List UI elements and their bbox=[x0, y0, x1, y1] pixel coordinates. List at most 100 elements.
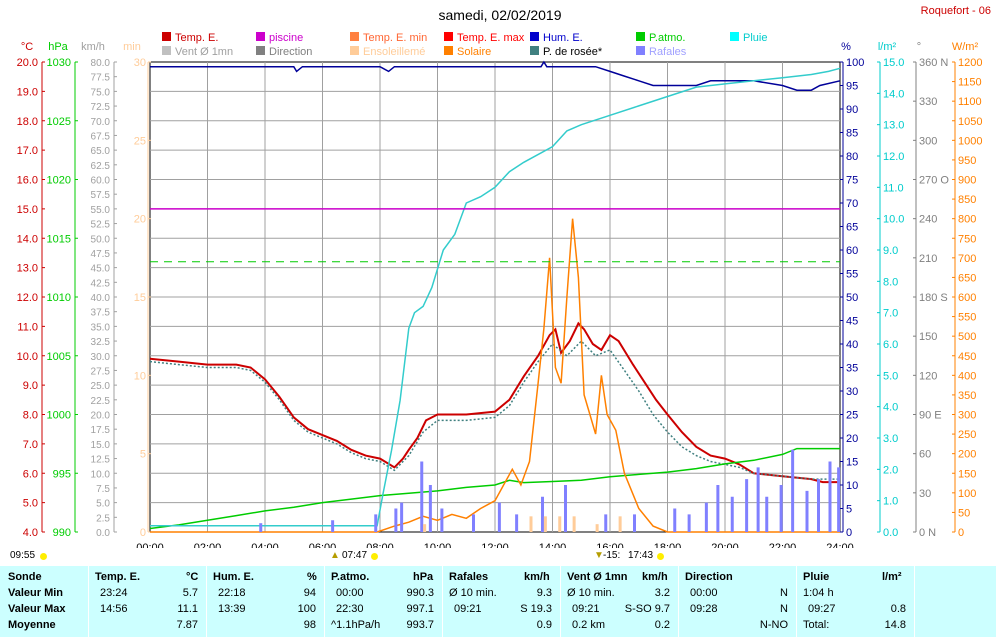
legend-swatch bbox=[444, 46, 453, 55]
series-rafales-bar bbox=[687, 514, 691, 532]
chart-title: samedi, 02/02/2019 bbox=[439, 7, 562, 23]
series-rafales-bar bbox=[497, 502, 501, 532]
series-rafales-bar bbox=[331, 520, 335, 532]
time-tick: 18:00 bbox=[654, 542, 682, 548]
series-p-de-ros-e-line bbox=[149, 340, 840, 480]
wind-axis-tick: 62.5 bbox=[91, 161, 111, 172]
wind-axis-tick: 80.0 bbox=[91, 58, 111, 69]
temp-min-time: 23:24 bbox=[100, 587, 128, 599]
temp-axis-tick: 4.0 bbox=[23, 527, 38, 539]
solar-axis-tick: 650 bbox=[958, 272, 976, 284]
wind-axis-tick: 32.5 bbox=[91, 337, 111, 348]
time-tick: 06:00 bbox=[309, 542, 337, 548]
hum-axis-tick: 20 bbox=[846, 433, 858, 445]
min-unit: min bbox=[123, 41, 141, 53]
legend-swatch bbox=[530, 46, 539, 55]
temp-axis-tick: 7.0 bbox=[23, 439, 38, 451]
gust-max-time: 09:21 bbox=[454, 603, 482, 615]
rain-total-label: Total: bbox=[803, 619, 830, 631]
time-tick: 16:00 bbox=[596, 542, 624, 548]
solar-axis-tick: 50 bbox=[958, 507, 970, 519]
legend-label: Ensoleillemé bbox=[363, 46, 425, 58]
series-rafales-bar bbox=[817, 479, 820, 532]
hum-axis-tick: 70 bbox=[846, 198, 858, 210]
legend-swatch bbox=[162, 32, 171, 41]
wind-axis-tick: 52.5 bbox=[91, 220, 111, 231]
press-axis-tick: 1010 bbox=[47, 292, 71, 304]
legend-label: Rafales bbox=[649, 46, 687, 58]
wind-min-value: 3.2 bbox=[654, 587, 670, 599]
hum-avg-value: 98 bbox=[303, 619, 316, 631]
solar-axis-tick: 500 bbox=[958, 331, 976, 343]
solar-unit: W/m² bbox=[952, 41, 979, 53]
rain-max-value: 0.8 bbox=[890, 603, 906, 615]
series-rafales-bar bbox=[673, 508, 677, 532]
temp-axis-tick: 12.0 bbox=[17, 292, 38, 304]
wind-axis-tick: 10.0 bbox=[91, 469, 111, 480]
time-tick: 02:00 bbox=[194, 542, 222, 548]
dir-axis-tick: 120 bbox=[919, 370, 937, 382]
hum-unit: % bbox=[841, 41, 851, 53]
wind-axis-tick: 20.0 bbox=[91, 411, 111, 422]
series-rafales-bar bbox=[420, 461, 424, 532]
series-temp-e-line bbox=[149, 321, 840, 484]
dir-axis-tick: 330 bbox=[919, 96, 937, 108]
solar-axis-tick: 100 bbox=[958, 488, 976, 500]
press-avg-value: 993.7 bbox=[406, 619, 434, 631]
hdr-press: P.atmo. bbox=[331, 571, 370, 583]
sunrise-time: 07:47 bbox=[342, 550, 368, 561]
press-axis-tick: 1020 bbox=[47, 175, 71, 187]
solar-axis-tick: 1000 bbox=[958, 135, 982, 147]
wind-axis-tick: 2.5 bbox=[96, 513, 110, 524]
time-tick: 04:00 bbox=[251, 542, 279, 548]
series-pluie-line bbox=[150, 67, 841, 527]
series-rafales-bar bbox=[756, 467, 760, 532]
dir-axis-tick: 180 S bbox=[919, 292, 948, 304]
press-min-time: 00:00 bbox=[336, 587, 364, 599]
wind-axis-tick: 12.5 bbox=[91, 455, 111, 466]
dir-avg-value: N-NO bbox=[759, 619, 788, 631]
hum-axis-tick: 50 bbox=[846, 292, 858, 304]
legend-swatch bbox=[350, 46, 359, 55]
time-tick: 12:00 bbox=[481, 542, 509, 548]
wind-axis-tick: 45.0 bbox=[91, 264, 111, 275]
hum-axis-tick: 60 bbox=[846, 245, 858, 257]
legend-swatch bbox=[162, 46, 171, 55]
legend-label: Vent Ø 1mn bbox=[175, 46, 233, 58]
wind-axis-tick: 65.0 bbox=[91, 146, 111, 157]
series-ensoleillem-bar bbox=[529, 516, 533, 532]
wind-max-time: 09:21 bbox=[572, 603, 600, 615]
hum-axis-tick: 100 bbox=[846, 57, 864, 69]
series-p-atmo-line bbox=[149, 447, 840, 530]
legend-label: Temp. E. bbox=[175, 32, 218, 44]
solar-axis-tick: 400 bbox=[958, 370, 976, 382]
sunrise-arrow-icon: ▲ bbox=[330, 550, 340, 561]
series-hum-e-line bbox=[150, 60, 841, 91]
legend-swatch bbox=[530, 32, 539, 41]
press-axis-tick: 995 bbox=[53, 468, 71, 480]
rain-axis-tick: 4.0 bbox=[883, 402, 898, 414]
wind-axis-tick: 7.5 bbox=[96, 484, 110, 495]
min-axis-tick: 5 bbox=[140, 449, 146, 461]
wind-axis-tick: 57.5 bbox=[91, 190, 111, 201]
series-rafales-bar bbox=[472, 514, 475, 532]
rain-axis-tick: 11.0 bbox=[883, 182, 904, 194]
press-max-time: 22:30 bbox=[336, 603, 364, 615]
rain-max-time: 09:27 bbox=[808, 603, 836, 615]
legend-swatch bbox=[636, 32, 645, 41]
temp-axis-tick: 14.0 bbox=[17, 233, 38, 245]
stats-row-max: Valeur Max 14:56 11.1 13:39 100 22:30 99… bbox=[0, 603, 996, 619]
hum-axis-tick: 55 bbox=[846, 269, 858, 281]
wind-axis-tick: 30.0 bbox=[91, 352, 111, 363]
stats-row-min: Valeur Min 23:24 5.7 22:18 94 00:00 990.… bbox=[0, 587, 996, 603]
wind-axis-tick: 50.0 bbox=[91, 234, 111, 245]
solar-axis-tick: 300 bbox=[958, 410, 976, 422]
stats-header-row: Sonde Temp. E. °C Hum. E. % P.atmo. hPa … bbox=[0, 571, 996, 587]
gust-max-value: S 19.3 bbox=[520, 603, 552, 615]
temp-axis-tick: 10.0 bbox=[17, 351, 38, 363]
legend-swatch bbox=[350, 32, 359, 41]
hum-axis-tick: 25 bbox=[846, 410, 858, 422]
dir-axis-tick: 360 N bbox=[919, 57, 948, 69]
solar-axis-tick: 200 bbox=[958, 449, 976, 461]
hum-axis-tick: 85 bbox=[846, 128, 858, 140]
